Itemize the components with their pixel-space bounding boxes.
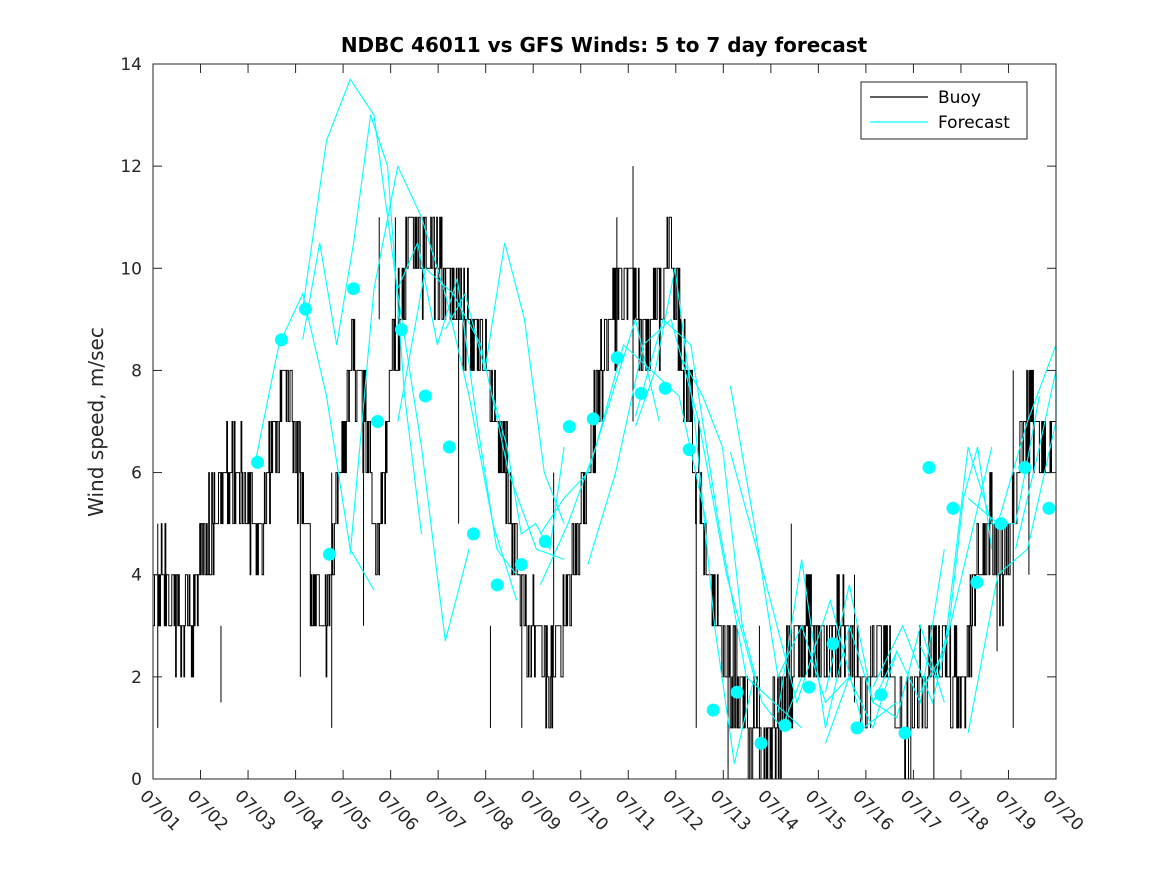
legend-forecast-label: Forecast: [938, 113, 1010, 133]
forecast-point-20: [730, 685, 744, 699]
y-tick-label-5: 10: [120, 259, 142, 279]
forecast-point-16: [634, 386, 648, 400]
forecast-run-3: [349, 164, 518, 601]
forecast-point-3: [323, 547, 336, 561]
y-tick-label-3: 6: [131, 464, 142, 484]
forecast-run-6: [444, 242, 565, 524]
forecast-run-1: [302, 114, 423, 534]
forecast-point-0: [251, 455, 265, 469]
forecast-point-22: [778, 718, 792, 732]
forecast-point-18: [682, 443, 696, 457]
chart-title: NDBC 46011 vs GFS Winds: 5 to 7 day fore…: [341, 33, 868, 57]
y-tick-label-0: 0: [131, 770, 142, 790]
forecast-run-14: [729, 385, 850, 704]
forecast-run-21: [920, 395, 1040, 693]
forecast-point-6: [394, 323, 408, 337]
forecast-point-14: [586, 412, 600, 426]
forecast-point-33: [1042, 501, 1056, 515]
forecast-run-9: [539, 343, 708, 586]
forecast-point-29: [946, 501, 960, 515]
forecast-run-11: [634, 268, 755, 764]
forecast-point-9: [466, 527, 480, 541]
forecast-point-21: [754, 736, 768, 750]
y-tick-label-7: 14: [120, 55, 142, 75]
forecast-point-4: [347, 282, 360, 296]
plot-area: [153, 64, 1056, 779]
forecast-point-26: [874, 688, 888, 702]
forecast-run-2: [302, 78, 470, 642]
y-axis: 0 2 4 6 8 10 12 14: [120, 55, 1056, 790]
buoy-series: [153, 166, 1056, 780]
y-tick-label-4: 8: [131, 361, 142, 381]
y-axis-label: Wind speed, m/sec: [84, 327, 108, 517]
y-tick-label-2: 4: [131, 566, 142, 586]
forecast-point-12: [538, 535, 552, 548]
forecast-point-19: [706, 703, 720, 717]
forecast-run-5: [397, 267, 565, 560]
forecast-point-30: [970, 575, 984, 589]
forecast-run-15: [729, 451, 898, 729]
forecast-point-10: [490, 578, 504, 592]
forecast-points: [251, 282, 1056, 750]
forecast-point-1: [275, 333, 288, 347]
forecast-point-7: [418, 389, 432, 403]
y-tick-label-1: 2: [131, 668, 142, 688]
forecast-point-31: [994, 517, 1008, 531]
forecast-run-7: [492, 395, 565, 551]
forecast-point-2: [299, 302, 312, 316]
forecast-run-17: [824, 584, 945, 719]
forecast-point-27: [898, 726, 912, 740]
y-tick-label-6: 12: [120, 157, 142, 177]
forecast-point-25: [850, 721, 864, 735]
forecast-point-13: [562, 420, 576, 434]
forecast-point-32: [1018, 461, 1032, 474]
plot-frame: [152, 63, 1057, 780]
forecast-run-10: [587, 318, 755, 678]
forecast-point-24: [826, 637, 840, 651]
forecast-point-15: [610, 351, 624, 365]
forecast-run-12: [634, 318, 803, 729]
forecast-point-11: [514, 558, 528, 571]
forecast-run-19: [872, 446, 993, 705]
legend-box: [860, 81, 1028, 140]
forecast-point-28: [922, 461, 936, 474]
legend-buoy-label: Buoy: [938, 88, 981, 108]
forecast-run-0: [254, 292, 375, 591]
forecast-point-5: [371, 415, 384, 428]
legend: Buoy Forecast: [860, 81, 1028, 140]
forecast-point-23: [802, 680, 816, 694]
forecast-point-17: [658, 381, 672, 395]
forecast-run-4: [397, 240, 518, 576]
forecast-point-8: [442, 440, 456, 454]
